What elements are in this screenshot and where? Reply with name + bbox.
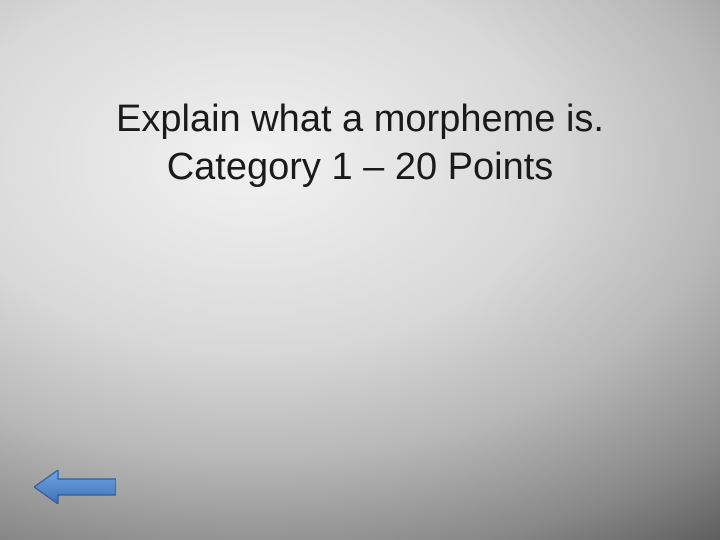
question-line-1: Explain what a morpheme is. <box>0 96 720 144</box>
arrow-left-icon <box>34 470 116 504</box>
question-text: Explain what a morpheme is. Category 1 –… <box>0 96 720 191</box>
slide: Explain what a morpheme is. Category 1 –… <box>0 0 720 540</box>
question-line-2: Category 1 – 20 Points <box>0 144 720 192</box>
back-button[interactable] <box>34 470 116 504</box>
